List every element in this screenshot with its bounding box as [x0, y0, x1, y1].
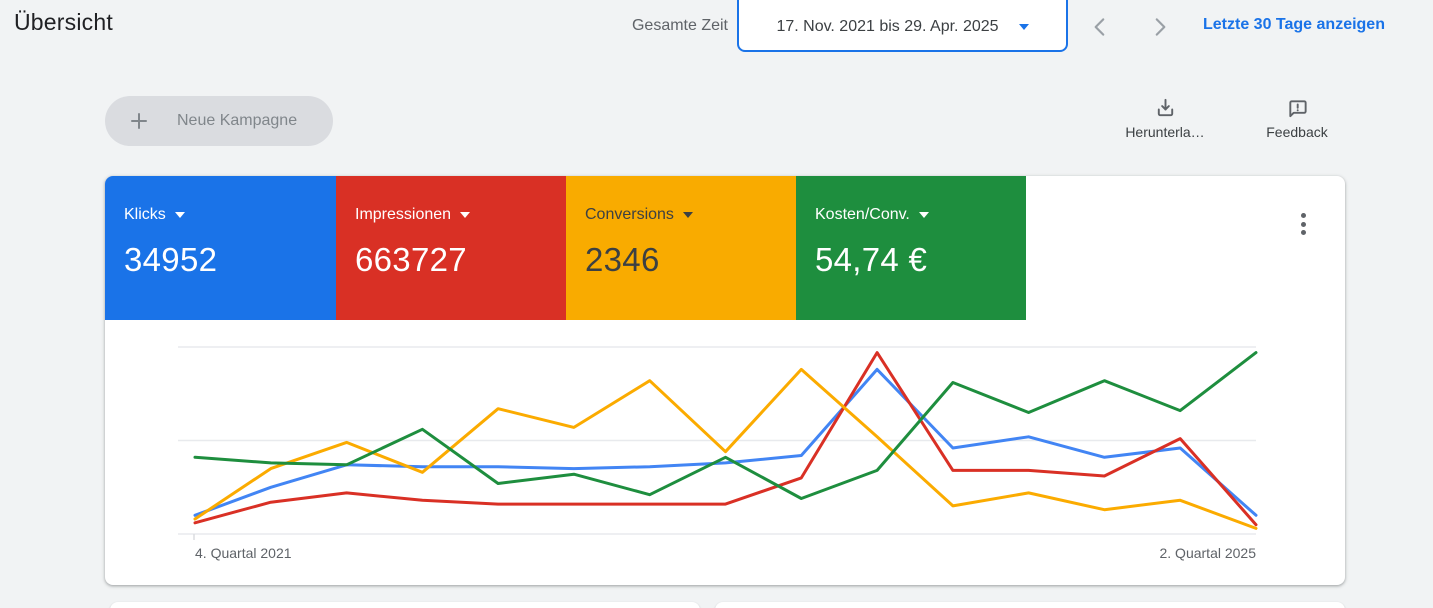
scorecard-conversions-metric-dropdown[interactable]: Conversions: [585, 206, 796, 224]
series-line-kosten-conv-: [193, 351, 1258, 500]
next-row-card-left: [110, 602, 700, 608]
scorecard-klicks-value: 34952: [124, 241, 218, 278]
overview-chart-area: 4. Quartal 2021 2. Quartal 2025: [105, 330, 1345, 580]
chevron-right-icon: [1155, 18, 1166, 36]
download-button[interactable]: Herunterla…: [1120, 97, 1210, 147]
scorecard-kosten-conv-value: 54,74 €: [815, 241, 928, 278]
scorecard-conversions[interactable]: Conversions 2346: [566, 176, 796, 320]
new-campaign-label: Neue Kampagne: [177, 112, 298, 129]
date-range-inner: 17. Nov. 2021 bis 29. Apr. 2025: [776, 18, 1029, 36]
chevron-down-icon: [1018, 24, 1029, 30]
scorecard-impressionen-value: 663727: [355, 241, 467, 278]
x-axis-label-end: 2. Quartal 2025: [1159, 545, 1256, 561]
scorecard-kosten-conv[interactable]: Kosten/Conv. 54,74 €: [796, 176, 1026, 320]
scorecard-klicks[interactable]: Klicks 34952: [105, 176, 336, 320]
series-line-klicks: [193, 367, 1258, 517]
chart-gridlines: [178, 346, 1256, 535]
scorecard-conversions-value: 2346: [585, 241, 660, 278]
date-range-label: Gesamte Zeit: [631, 17, 728, 34]
download-icon: [1157, 98, 1173, 117]
overview-card: Klicks 34952 Impressionen 663727 Convers…: [105, 176, 1345, 585]
scorecard-impressionen[interactable]: Impressionen 663727: [336, 176, 566, 320]
next-period-button[interactable]: [1147, 14, 1173, 40]
card-overflow-menu-button[interactable]: [1294, 212, 1312, 236]
kebab-dot: [1300, 221, 1306, 227]
scorecard-impressionen-label: Impressionen: [355, 206, 452, 223]
overview-line-chart: 4. Quartal 2021 2. Quartal 2025: [178, 346, 1258, 561]
next-row-card-right: [715, 602, 1345, 608]
chevron-left-icon: [1094, 18, 1105, 36]
previous-period-button[interactable]: [1087, 14, 1113, 40]
scorecard-row: Klicks 34952 Impressionen 663727 Convers…: [105, 176, 1345, 320]
chart-series-lines: [193, 351, 1258, 530]
date-range-value: 17. Nov. 2021 bis 29. Apr. 2025: [776, 18, 999, 35]
download-label: Herunterla…: [1125, 124, 1205, 140]
feedback-button[interactable]: Feedback: [1252, 97, 1342, 147]
scorecard-kosten-conv-metric-dropdown[interactable]: Kosten/Conv.: [815, 206, 1026, 224]
chevron-down-icon: [174, 212, 185, 218]
scorecard-impressionen-metric-dropdown[interactable]: Impressionen: [355, 206, 566, 224]
scorecard-conversions-label: Conversions: [585, 206, 674, 223]
chevron-down-icon: [460, 212, 471, 218]
new-campaign-button[interactable]: Neue Kampagne: [105, 96, 333, 146]
chevron-down-icon: [682, 212, 693, 218]
date-range-selector[interactable]: 17. Nov. 2021 bis 29. Apr. 2025: [737, 0, 1068, 52]
page-title: Übersicht: [14, 9, 113, 35]
plus-icon: [131, 113, 147, 129]
feedback-label: Feedback: [1266, 124, 1328, 140]
scorecard-klicks-metric-dropdown[interactable]: Klicks: [124, 206, 336, 224]
feedback-icon: [1288, 100, 1307, 118]
show-last-30-days-link[interactable]: Letzte 30 Tage anzeigen: [1203, 16, 1385, 33]
kebab-dot: [1300, 230, 1306, 235]
chevron-down-icon: [918, 212, 929, 218]
series-line-impressionen: [193, 351, 1258, 527]
scorecard-kosten-conv-label: Kosten/Conv.: [815, 206, 910, 223]
x-axis-label-start: 4. Quartal 2021: [195, 545, 292, 561]
scorecard-klicks-label: Klicks: [124, 206, 166, 223]
kebab-dot: [1300, 213, 1306, 218]
